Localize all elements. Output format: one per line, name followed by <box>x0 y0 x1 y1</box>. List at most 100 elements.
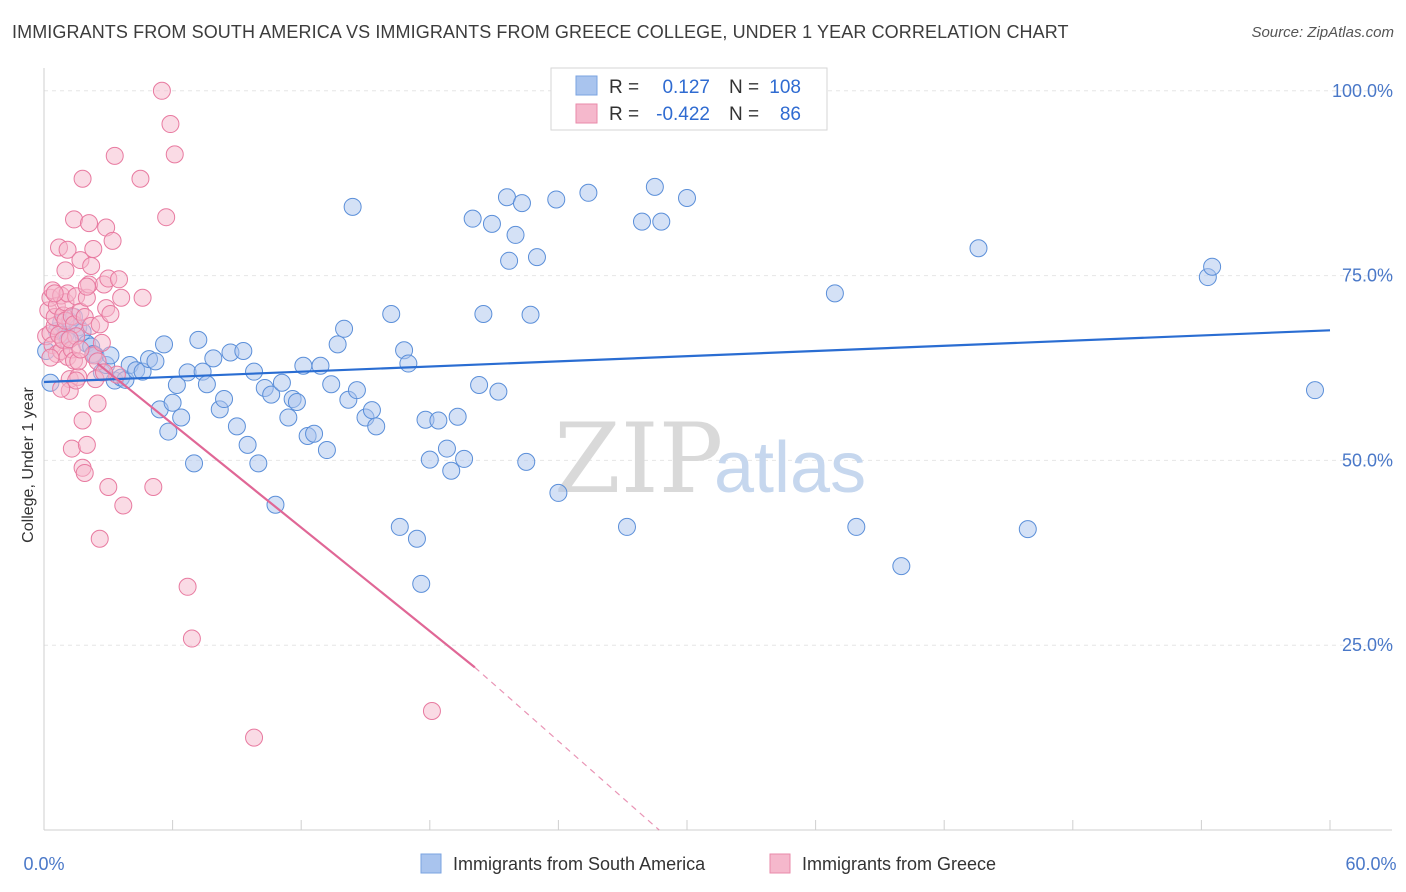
trend-line-greece <box>96 362 476 669</box>
legend-swatch-greece <box>575 103 598 124</box>
legend-r-value-2: -0.422 <box>656 104 710 125</box>
point-south-america <box>455 449 474 468</box>
point-south-america <box>272 373 291 392</box>
point-greece <box>133 288 152 307</box>
point-south-america <box>506 225 525 244</box>
point-south-america <box>407 529 426 548</box>
point-south-america <box>549 483 568 502</box>
point-greece <box>95 363 114 382</box>
point-greece <box>88 394 107 413</box>
point-south-america <box>1203 257 1222 276</box>
point-south-america <box>470 375 489 394</box>
y-tick-label: 25.0% <box>1342 635 1393 655</box>
point-south-america <box>617 517 636 536</box>
point-south-america <box>362 401 381 420</box>
chart-title: IMMIGRANTS FROM SOUTH AMERICA VS IMMIGRA… <box>12 22 1069 42</box>
point-south-america <box>547 190 566 209</box>
point-south-america <box>185 454 204 473</box>
point-south-america <box>367 417 386 436</box>
point-south-america <box>1018 520 1037 539</box>
point-south-america <box>328 335 347 354</box>
y-axis-label: College, Under 1 year <box>20 387 37 543</box>
point-south-america <box>262 385 281 404</box>
point-greece <box>112 288 131 307</box>
point-south-america <box>204 349 223 368</box>
point-south-america <box>412 574 431 593</box>
x-tick-min: 0.0% <box>23 854 64 874</box>
bottom-legend-swatch-south-america <box>420 853 442 874</box>
point-south-america <box>335 319 354 338</box>
point-south-america <box>305 424 324 443</box>
point-greece <box>62 439 81 458</box>
legend-r-value-1: 0.127 <box>662 77 710 98</box>
point-south-america <box>287 392 306 411</box>
point-south-america <box>678 188 696 207</box>
point-greece <box>75 463 94 482</box>
point-greece <box>82 256 101 275</box>
bottom-legend-label-south-america: Immigrants from South America <box>453 854 706 874</box>
point-greece <box>73 411 92 430</box>
y-tick-label: 100.0% <box>1332 81 1393 101</box>
point-south-america <box>579 183 598 202</box>
point-south-america <box>197 375 216 394</box>
point-south-america <box>227 417 246 436</box>
series-greece-points <box>37 81 441 747</box>
point-south-america <box>437 439 456 458</box>
legend-r-label-2: R = <box>609 104 639 125</box>
point-south-america <box>482 214 501 233</box>
point-south-america <box>399 354 418 373</box>
point-greece <box>110 270 129 289</box>
point-south-america <box>249 454 268 473</box>
point-greece <box>77 277 96 296</box>
axes <box>43 68 1392 831</box>
point-south-america <box>146 352 165 371</box>
point-south-america <box>343 197 362 216</box>
point-south-america <box>159 422 178 441</box>
point-greece <box>161 115 180 134</box>
point-south-america <box>517 452 536 471</box>
grid <box>43 90 1392 830</box>
point-greece <box>157 208 176 227</box>
point-greece <box>144 478 163 497</box>
y-tick-labels: 25.0% 50.0% 75.0% 100.0% <box>1332 81 1393 655</box>
point-greece <box>45 284 64 303</box>
point-greece <box>58 240 77 259</box>
point-greece <box>92 333 111 352</box>
point-south-america <box>215 390 234 409</box>
bottom-legend-label-greece: Immigrants from Greece <box>802 854 996 874</box>
point-greece <box>65 210 84 229</box>
point-greece <box>422 701 441 720</box>
legend-swatch-south-america <box>575 75 598 96</box>
y-tick-label: 50.0% <box>1342 450 1393 470</box>
legend-n-value-2: 86 <box>780 104 801 125</box>
point-south-america <box>448 407 467 426</box>
point-south-america <box>442 461 461 480</box>
point-greece <box>103 231 122 250</box>
point-south-america <box>645 177 664 196</box>
point-south-america <box>155 335 174 354</box>
point-south-america <box>317 441 336 460</box>
trend-line-south-america <box>43 329 1331 384</box>
y-tick-label: 75.0% <box>1342 266 1393 286</box>
point-greece <box>41 348 60 367</box>
point-south-america <box>892 557 911 576</box>
chart-source: Source: ZipAtlas.com <box>1251 24 1394 41</box>
legend-n-label-2: N = <box>729 104 759 125</box>
trend-line-greece-extension <box>474 666 660 831</box>
point-greece <box>152 81 171 100</box>
trend-lines <box>43 329 1331 831</box>
point-greece <box>56 261 75 280</box>
point-south-america <box>463 209 482 228</box>
point-south-america <box>497 188 516 207</box>
legend-n-label-1: N = <box>729 77 759 98</box>
point-greece <box>178 577 197 596</box>
point-greece <box>114 496 133 515</box>
point-south-america <box>652 212 671 231</box>
point-south-america <box>489 382 508 401</box>
legend-n-value-1: 108 <box>769 77 801 98</box>
point-south-america <box>322 375 341 394</box>
point-south-america <box>500 251 519 270</box>
point-south-america <box>382 305 401 324</box>
point-greece <box>99 478 118 497</box>
